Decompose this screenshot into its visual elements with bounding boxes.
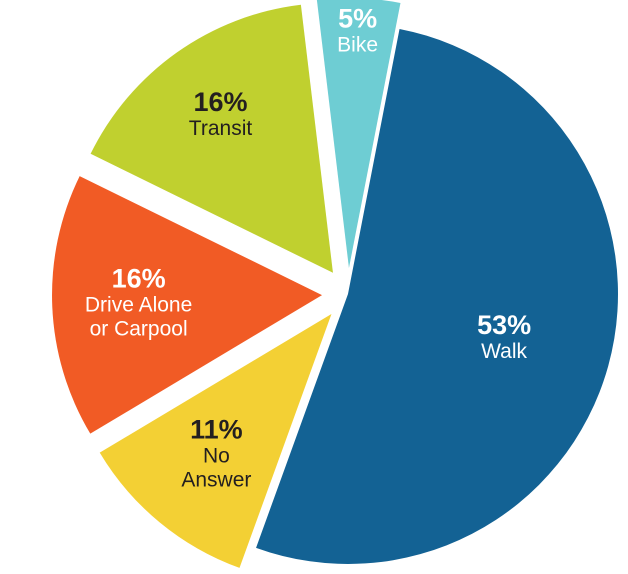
pie-slice-drive-alone-or-carpool — [52, 176, 323, 434]
slice-category-label: Answer — [181, 469, 251, 492]
slice-category-label: Transit — [189, 117, 253, 140]
slice-value-label: 16% — [112, 264, 166, 294]
slice-category-label: Bike — [337, 34, 378, 57]
pie-slice-walk — [256, 28, 618, 564]
slice-category-label: Drive Alone — [85, 294, 192, 317]
slice-value-label: 5% — [338, 4, 377, 34]
slice-category-label: No — [203, 445, 230, 468]
slice-category-label: or Carpool — [90, 318, 188, 341]
slice-value-label: 11% — [190, 415, 243, 445]
pie-slice-transit — [90, 4, 333, 273]
pie-slices — [52, 0, 618, 568]
pie-slice-bike — [316, 0, 401, 269]
pie-slice-no-answer — [99, 314, 332, 568]
slice-category-label: Walk — [481, 340, 527, 363]
slice-value-label: 53% — [477, 310, 531, 340]
slice-value-label: 16% — [193, 87, 247, 117]
